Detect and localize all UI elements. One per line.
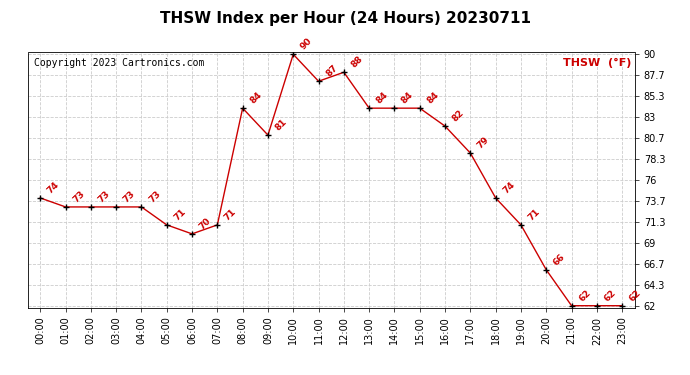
Text: 74: 74 — [501, 180, 517, 195]
Text: 62: 62 — [577, 288, 592, 303]
Text: 82: 82 — [451, 108, 466, 123]
Text: 79: 79 — [476, 135, 491, 150]
Text: 73: 73 — [121, 189, 137, 204]
Text: Copyright 2023 Cartronics.com: Copyright 2023 Cartronics.com — [34, 58, 204, 68]
Text: 84: 84 — [400, 90, 415, 105]
Text: 81: 81 — [273, 117, 288, 132]
Text: 84: 84 — [375, 90, 390, 105]
Text: 71: 71 — [526, 207, 542, 222]
Text: 90: 90 — [299, 36, 314, 51]
Text: 70: 70 — [197, 216, 213, 231]
Text: 73: 73 — [71, 189, 86, 204]
Text: THSW  (°F): THSW (°F) — [564, 58, 632, 68]
Text: 66: 66 — [552, 252, 567, 267]
Text: 62: 62 — [602, 288, 618, 303]
Text: 74: 74 — [46, 180, 61, 195]
Text: 71: 71 — [223, 207, 238, 222]
Text: 84: 84 — [425, 90, 441, 105]
Text: 62: 62 — [628, 288, 643, 303]
Text: 84: 84 — [248, 90, 264, 105]
Text: 73: 73 — [97, 189, 112, 204]
Text: 73: 73 — [147, 189, 162, 204]
Text: 71: 71 — [172, 207, 188, 222]
Text: 87: 87 — [324, 63, 339, 78]
Text: THSW Index per Hour (24 Hours) 20230711: THSW Index per Hour (24 Hours) 20230711 — [159, 11, 531, 26]
Text: 88: 88 — [349, 54, 364, 69]
